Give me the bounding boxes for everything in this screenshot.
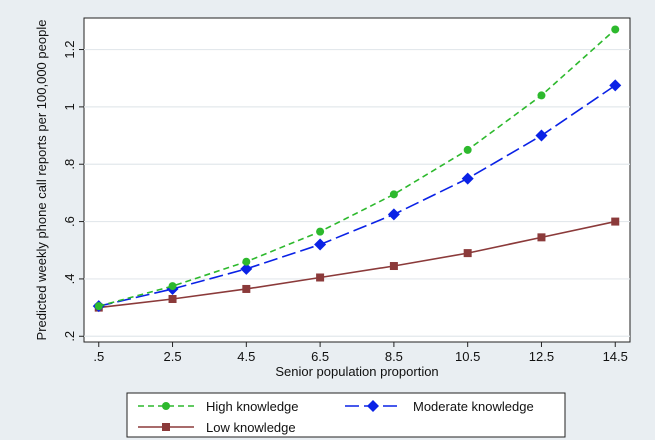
y-tick-label: .4 (62, 273, 77, 284)
series-high-knowledge (94, 25, 620, 311)
x-tick-label: 10.5 (455, 349, 480, 364)
legend-marker (162, 423, 170, 431)
data-point (242, 284, 251, 293)
x-tick-label: 6.5 (311, 349, 329, 364)
x-tick-label: 4.5 (237, 349, 255, 364)
data-point (463, 145, 472, 154)
legend-label: Moderate knowledge (413, 399, 534, 414)
series-group (92, 25, 622, 313)
data-point (168, 282, 177, 291)
axes: .2 .4 .6 .8 1 1.2 .5 2.5 4.5 6.5 8.5 10.5 12.5 14.5 (62, 41, 628, 364)
legend-item: Moderate knowledge (345, 399, 534, 414)
x-tick-label: 12.5 (529, 349, 554, 364)
legend-item: High knowledge (138, 399, 299, 414)
data-point (168, 294, 177, 303)
legend-label: High knowledge (206, 399, 299, 414)
legend-label: Low knowledge (206, 420, 296, 435)
series-line (98, 28, 616, 307)
y-tick-label: 1 (62, 103, 77, 110)
data-point (389, 190, 398, 199)
series-line (98, 220, 616, 309)
legend: High knowledge Moderate knowledge Low know… (138, 399, 534, 435)
data-point (316, 273, 325, 282)
data-point (611, 25, 620, 34)
gridlines (84, 48, 630, 337)
y-axis-title: Predicted weekly phone call reports per … (34, 20, 49, 341)
legend-item: Low knowledge (138, 420, 296, 435)
x-axis-title: Senior population proportion (275, 364, 438, 379)
data-point (611, 217, 620, 226)
data-point (461, 172, 474, 185)
y-tick-label: .6 (62, 216, 77, 227)
data-point (537, 233, 546, 242)
plot-area (83, 17, 631, 343)
data-point (387, 208, 400, 221)
y-tick-label: .8 (62, 159, 77, 170)
data-point (242, 257, 251, 266)
data-point (94, 302, 103, 311)
data-point (389, 262, 398, 271)
legend-marker (367, 400, 379, 412)
x-tick-label: 14.5 (603, 349, 628, 364)
data-point (463, 249, 472, 258)
data-point (240, 262, 253, 275)
y-tick-label: 1.2 (62, 41, 77, 59)
legend-box (126, 392, 566, 438)
data-point (537, 91, 546, 100)
series-moderate-knowledge (92, 79, 622, 313)
data-point (316, 227, 325, 236)
legend-marker (162, 402, 170, 410)
x-tick-label: .5 (93, 349, 104, 364)
x-tick-label: 2.5 (164, 349, 182, 364)
data-point (314, 238, 327, 251)
x-tick-label: 8.5 (385, 349, 403, 364)
data-point (609, 79, 622, 92)
series-line (98, 84, 616, 307)
y-tick-label: .2 (62, 331, 77, 342)
data-point (535, 129, 548, 142)
